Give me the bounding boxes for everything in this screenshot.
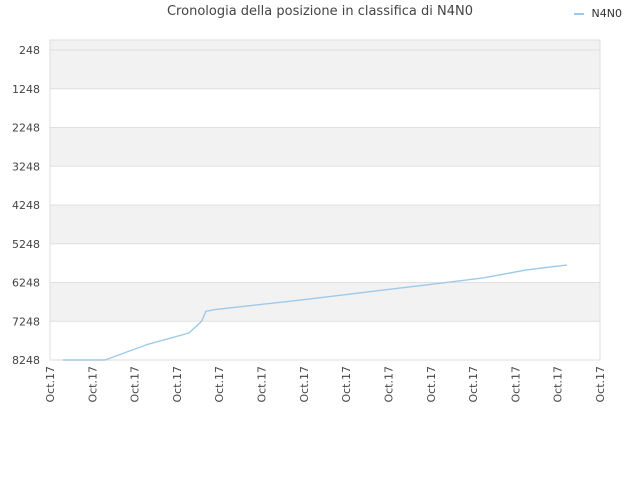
x-axis-labels: Oct.17 Oct.17 Oct.17 Oct.17 Oct.17 Oct.17 Oct.…	[44, 366, 607, 403]
y-tick-label: 1248	[12, 83, 40, 96]
legend-label: N4N0	[591, 7, 622, 20]
plot-bands	[50, 40, 600, 322]
x-tick-label: Oct.17	[552, 366, 565, 403]
x-tick-label: Oct.17	[86, 366, 99, 403]
series-group	[63, 264, 568, 361]
y-tick-label: 7248	[12, 315, 40, 328]
x-tick-label: Oct.17	[509, 366, 522, 403]
x-tick-label: Oct.17	[425, 366, 438, 403]
plot-band	[50, 40, 600, 50]
plot-band	[50, 205, 600, 244]
y-tick-label: 5248	[12, 238, 40, 251]
x-tick-label: Oct.17	[44, 366, 57, 403]
x-tick-label: Oct.17	[129, 366, 142, 403]
legend-line-swatch	[573, 12, 584, 15]
plot-frame	[49, 39, 601, 361]
plot-band	[50, 282, 600, 322]
y-tick-label: 8248	[12, 354, 40, 367]
x-tick-label: Oct.17	[340, 366, 353, 403]
legend: N4N0	[573, 7, 622, 20]
x-tick-label: Oct.17	[467, 366, 480, 403]
plot-band	[50, 127, 600, 167]
chart-title: Cronologia della posizione in classifica…	[166, 4, 474, 19]
x-tick-label: Oct.17	[171, 366, 184, 403]
x-tick-label: Oct.17	[213, 366, 226, 403]
y-tick-label: 6248	[12, 277, 40, 290]
x-tick-label: Oct.17	[594, 366, 607, 403]
x-tick-label: Oct.17	[382, 366, 395, 403]
y-tick-label: 248	[19, 44, 40, 57]
y-axis-labels: 248 1248 2248 3248 4248 5248 6248 7248 8248	[12, 44, 40, 367]
plot-band	[50, 50, 600, 89]
x-tick-label: Oct.17	[298, 366, 311, 403]
y-tick-label: 3248	[12, 160, 40, 173]
y-tick-label: 4248	[12, 199, 40, 212]
x-tick-label: Oct.17	[256, 366, 269, 403]
series-line	[63, 264, 568, 361]
y-tick-label: 2248	[12, 122, 40, 135]
